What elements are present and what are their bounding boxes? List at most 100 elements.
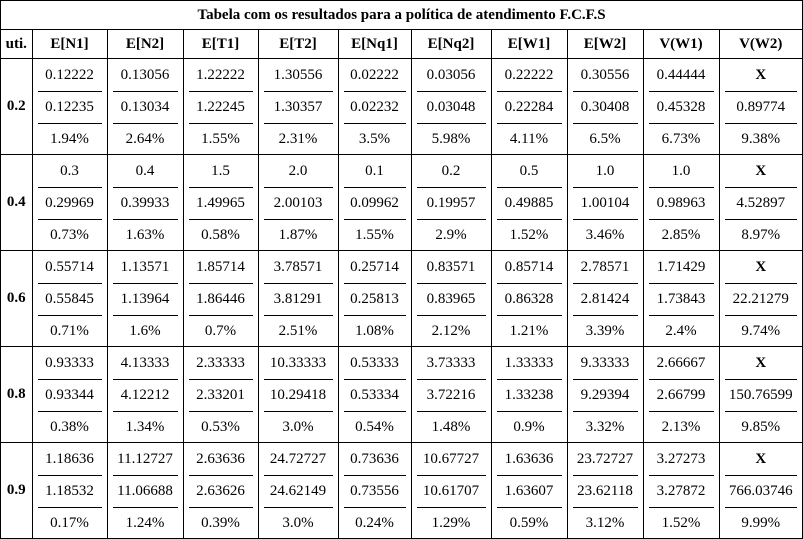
simulated-value: 0.19957: [416, 188, 486, 220]
theoretical-value: 0.44444: [648, 60, 714, 92]
relative-error: 3.32%: [585, 418, 625, 435]
theoretical-value: 1.18636: [37, 444, 102, 476]
theoretical-value: 10.67727: [416, 444, 486, 476]
column-header: E[Nq2]: [410, 30, 492, 59]
theoretical-value: 23.72727: [572, 444, 638, 476]
cell-values: 0.13056 0.13034 2.64%: [108, 60, 183, 154]
cell-values: 1.33333 1.33238 0.9%: [492, 348, 567, 442]
simulated-value: 0.73556: [343, 476, 406, 508]
cell-values: 1.0 1.00104 3.46%: [568, 156, 643, 250]
simulated-value: 0.45328: [648, 92, 714, 124]
relative-error: 3.0%: [282, 514, 314, 531]
relative-error: 2.51%: [278, 322, 318, 339]
simulated-value: 0.93344: [37, 380, 102, 412]
cell-values: 1.30556 1.30357 2.31%: [259, 60, 338, 154]
cell-values: 0.02222 0.02232 3.5%: [339, 60, 411, 154]
cell-values: 1.18636 1.18532 0.17%: [33, 444, 107, 538]
table-cell: 0.5 0.49885 1.52%: [490, 154, 568, 251]
theoretical-value: X: [724, 348, 797, 380]
cell-values: 1.5 1.49965 0.58%: [184, 156, 258, 250]
theoretical-value: 0.53333: [343, 348, 406, 380]
theoretical-value: 2.78571: [572, 252, 638, 284]
relative-error: 1.08%: [355, 322, 394, 339]
theoretical-value: 3.73333: [416, 348, 486, 380]
theoretical-value: 0.2: [416, 156, 486, 188]
theoretical-value: 2.63636: [188, 444, 253, 476]
table-cell: X 4.52897 8.97%: [718, 154, 802, 251]
relative-error: 2.4%: [665, 322, 697, 339]
cell-values: 1.0 0.98963 2.85%: [644, 156, 719, 250]
cell-values: 0.4 0.39933 1.63%: [108, 156, 183, 250]
simulated-value: 1.63607: [496, 476, 562, 508]
relative-error: 0.17%: [50, 514, 89, 531]
simulated-value: 10.61707: [416, 476, 486, 508]
relative-error: 0.58%: [201, 226, 240, 243]
table-cell: 0.30556 0.30408 6.5%: [566, 58, 644, 155]
simulated-value: 1.86446: [188, 284, 253, 316]
relative-error: 0.59%: [509, 514, 549, 531]
cell-values: 2.33333 2.33201 0.53%: [184, 348, 258, 442]
table-cell: 9.33333 9.29394 3.32%: [566, 346, 644, 443]
relative-error: 1.63%: [125, 226, 165, 243]
theoretical-value: 0.85714: [496, 252, 562, 284]
relative-error: 2.85%: [661, 226, 701, 243]
simulated-value: 0.25813: [343, 284, 406, 316]
simulated-value: 1.18532: [37, 476, 102, 508]
simulated-value: 24.62149: [263, 476, 333, 508]
table-cell: X 150.76599 9.85%: [718, 346, 802, 443]
table-cell: 0.73636 0.73556 0.24%: [337, 442, 412, 539]
utilization-label: 0.4: [1, 154, 33, 251]
theoretical-value: 1.71429: [648, 252, 714, 284]
table-cell: 1.22222 1.22245 1.55%: [182, 58, 259, 155]
table-cell: 2.78571 2.81424 3.39%: [566, 250, 644, 347]
simulated-value: 0.53334: [343, 380, 406, 412]
table-cell: 1.0 1.00104 3.46%: [566, 154, 644, 251]
table-title: Tabela com os resultados para a política…: [1, 1, 802, 30]
cell-values: 23.72727 23.62118 3.12%: [568, 444, 643, 538]
table-row: 0.4 0.3 0.29969 0.73% 0.4 0.39933 1.63% 1.5 1.49…: [1, 154, 802, 251]
cell-values: 0.44444 0.45328 6.73%: [644, 60, 719, 154]
relative-error: 0.7%: [204, 322, 237, 339]
utilization-label: 0.8: [1, 346, 33, 443]
theoretical-value: X: [724, 444, 797, 476]
table-cell: 0.03056 0.03048 5.98%: [410, 58, 492, 155]
relative-error: 0.53%: [201, 418, 240, 435]
table-cell: 1.18636 1.18532 0.17%: [31, 442, 108, 539]
simulated-value: 3.72216: [416, 380, 486, 412]
relative-error: 1.24%: [125, 514, 165, 531]
cell-values: 0.55714 0.55845 0.71%: [33, 252, 107, 346]
relative-error: 9.85%: [741, 418, 781, 435]
simulated-value: 1.22245: [188, 92, 253, 124]
simulated-value: 766.03746: [724, 476, 797, 508]
cell-values: 2.63636 2.63626 0.39%: [184, 444, 258, 538]
table-body: 0.2 0.12222 0.12235 1.94% 0.13056 0.13034 2.64…: [1, 58, 802, 539]
simulated-value: 9.29394: [572, 380, 638, 412]
table-row: 0.2 0.12222 0.12235 1.94% 0.13056 0.13034 2.64…: [1, 58, 802, 155]
relative-error: 9.99%: [741, 514, 781, 531]
cell-values: 0.1 0.09962 1.55%: [339, 156, 411, 250]
simulated-value: 1.00104: [572, 188, 638, 220]
theoretical-value: X: [724, 252, 797, 284]
utilization-label: 0.9: [1, 442, 33, 539]
simulated-value: 1.33238: [496, 380, 562, 412]
simulated-value: 150.76599: [724, 380, 797, 412]
relative-error: 0.54%: [355, 418, 394, 435]
column-header: E[T2]: [257, 30, 339, 59]
theoretical-value: 1.33333: [496, 348, 562, 380]
cell-values: 0.2 0.19957 2.9%: [412, 156, 491, 250]
relative-error: 1.52%: [661, 514, 701, 531]
simulated-value: 0.30408: [572, 92, 638, 124]
column-header: V(W1): [642, 30, 720, 59]
cell-values: 0.12222 0.12235 1.94%: [33, 60, 107, 154]
theoretical-value: 9.33333: [572, 348, 638, 380]
table-cell: 0.93333 0.93344 0.38%: [31, 346, 108, 443]
simulated-value: 0.89774: [724, 92, 797, 124]
simulated-value: 2.33201: [188, 380, 253, 412]
table-cell: 1.5 1.49965 0.58%: [182, 154, 259, 251]
simulated-value: 1.30357: [263, 92, 333, 124]
cell-values: 11.12727 11.06688 1.24%: [108, 444, 183, 538]
theoretical-value: 0.1: [343, 156, 406, 188]
theoretical-value: 0.55714: [37, 252, 102, 284]
table-cell: 2.0 2.00103 1.87%: [257, 154, 339, 251]
cell-values: 3.73333 3.72216 1.48%: [412, 348, 491, 442]
